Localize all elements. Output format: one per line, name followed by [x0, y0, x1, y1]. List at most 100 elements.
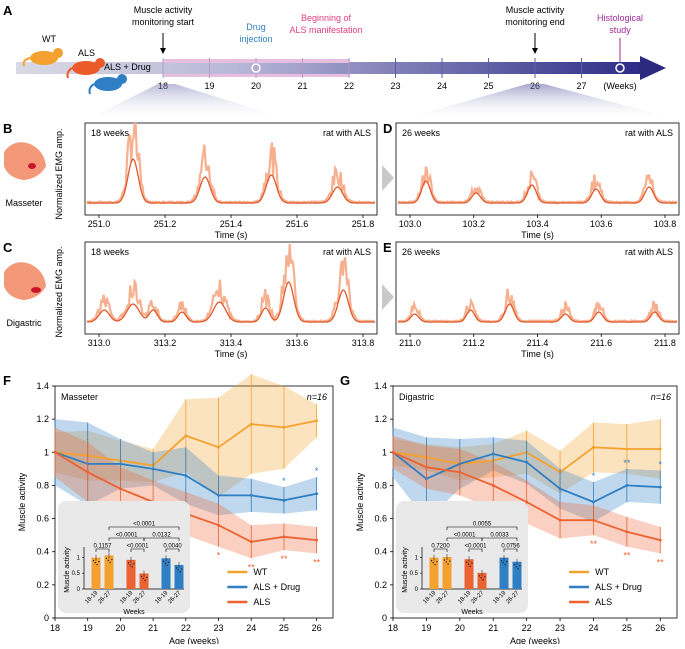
emg-tick-label: 313.6 [286, 338, 309, 348]
x-tick-label: 24 [246, 623, 256, 633]
drug-injection-marker [251, 63, 261, 73]
emg-ylabel-bottom: Normalized EMG amp. [54, 246, 64, 337]
start-label-2: monitoring start [132, 17, 195, 27]
emg-panel-e: 211.0 211.2 211.4 211.6 211.8 Time (s) 26 week… [395, 241, 680, 359]
emg-weeks-label: 26 weeks [402, 128, 441, 138]
x-tick-label: 25 [279, 623, 289, 633]
data-point-als-drug [315, 492, 319, 496]
y-tick-label: 1.2 [36, 414, 49, 424]
timeline-week-label: 22 [344, 81, 354, 91]
rat-als-icon: ALS [66, 48, 105, 79]
emg-tick-label: 313.2 [154, 338, 177, 348]
inset-bar-als [464, 559, 474, 589]
panel-label-b: B [3, 121, 12, 136]
x-tick-label: 24 [588, 623, 598, 633]
inset-dot [144, 579, 146, 582]
inset-dot [469, 565, 471, 567]
pvalue-bracket-6-label: <0.0001 [133, 522, 156, 528]
inset-background [58, 501, 190, 613]
digastric-label: Digastric [6, 318, 42, 328]
chart-n-annotation: n=16 [651, 392, 671, 402]
inset-dot [162, 560, 165, 562]
data-point-als-drug [525, 460, 529, 464]
emg-raw-trace [397, 166, 678, 205]
y-tick-label: 0.4 [374, 547, 387, 557]
emg-tag-label: rat with ALS [323, 247, 371, 257]
inset-dot [131, 566, 133, 568]
inset-y-label: Muscle activity [402, 547, 409, 593]
x-tick-label: 20 [115, 623, 125, 633]
x-tick-label: 23 [214, 623, 224, 633]
chart-n-annotation: n=16 [307, 392, 327, 402]
inset-dot [506, 560, 508, 563]
data-point-als [558, 518, 562, 522]
significance-mark: ** [657, 557, 665, 567]
inset-dot [504, 563, 506, 566]
significance-mark: * [592, 471, 596, 481]
data-point-wt [592, 445, 595, 449]
chart-digastric: 0 0.2 0.4 0.6 0.8 1 1.2 1.4 18 19 20 21 22 23 24 25 26 Ag… [355, 381, 678, 646]
x-tick-label: 26 [312, 623, 322, 633]
inset-dot [109, 561, 111, 564]
y-tick-label: 1.4 [36, 381, 49, 391]
inset-dot [133, 563, 135, 565]
data-point-wt [249, 422, 253, 426]
pvalue-bracket-6 [446, 526, 518, 530]
inset-dot [519, 565, 521, 567]
pvalue-bracket-5-label: 0.0132 [152, 533, 171, 539]
data-point-als-drug [119, 462, 122, 466]
x-tick-label: 26 [655, 623, 665, 633]
pvalue-bracket-4-label: <0.0001 [116, 533, 139, 539]
data-point-als [86, 470, 90, 474]
end-label-1: Muscle activity [506, 5, 565, 15]
legend-label: WT [253, 567, 267, 577]
histology-marker [615, 63, 625, 73]
inset-bar-als [477, 572, 487, 589]
emg-tick-label: 211.2 [463, 338, 485, 348]
data-point-als-drug [658, 485, 662, 489]
data-point-als [658, 538, 662, 542]
legend-label: WT [595, 567, 609, 577]
inset-dot [105, 557, 108, 560]
pvalue-bracket-3 [503, 548, 518, 552]
emg-xlabel: Time (s) [215, 349, 248, 359]
start-label-1: Muscle activity [134, 5, 193, 15]
drug-label-2: injection [239, 34, 272, 44]
emg-tick-label: 251.6 [286, 219, 309, 229]
inset-dot [467, 563, 469, 565]
data-point-wt [217, 445, 220, 449]
pvalue-bracket-3-label: 0.0040 [163, 544, 182, 550]
inset-dot [432, 561, 434, 564]
inset-dot [465, 561, 468, 563]
inset-dot [164, 562, 166, 564]
emg-tick-label: 251.2 [154, 219, 177, 229]
data-point-als [119, 487, 122, 491]
data-point-als-drug [491, 452, 495, 456]
emg-weeks-label: 18 weeks [91, 128, 130, 138]
end-arrow [532, 48, 538, 54]
legend-label: ALS + Drug [595, 582, 642, 592]
emg-envelope-trace [86, 281, 375, 323]
inset-dot [168, 561, 170, 563]
als-label-2: ALS manifestation [289, 25, 362, 35]
x-axis-label: Age (weeks) [510, 636, 560, 644]
panel-label-d: D [383, 121, 392, 136]
x-tick-label: 18 [50, 623, 60, 633]
emg-tick-label: 251.0 [88, 219, 111, 229]
emg-raw-trace [86, 122, 376, 205]
inset-y-label: Muscle activity [64, 547, 71, 593]
x-tick-label: 18 [388, 623, 398, 633]
significance-mark: ** [590, 539, 598, 549]
emg-raw-trace [397, 288, 678, 324]
y-tick-label: 0 [382, 613, 387, 623]
data-point-als-drug [184, 474, 188, 477]
emg-tick-label: 103.4 [526, 219, 549, 229]
pvalue-bracket-1-label: 0.1157 [94, 544, 113, 550]
emg-tick-label: 103.0 [399, 219, 422, 229]
data-point-als [425, 465, 428, 469]
panel-label-g: G [340, 373, 350, 388]
emg-panel-c: 313.0 313.2 313.4 313.6 313.8 Time (s) 18 week… [84, 241, 378, 359]
emg-weeks-label: 18 weeks [91, 247, 130, 257]
rat-wt-icon: WT [22, 34, 63, 67]
